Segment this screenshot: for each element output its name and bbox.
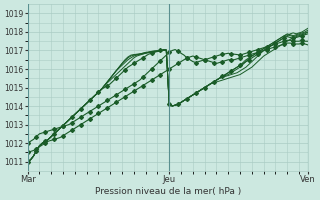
X-axis label: Pression niveau de la mer( hPa ): Pression niveau de la mer( hPa ) bbox=[95, 187, 241, 196]
